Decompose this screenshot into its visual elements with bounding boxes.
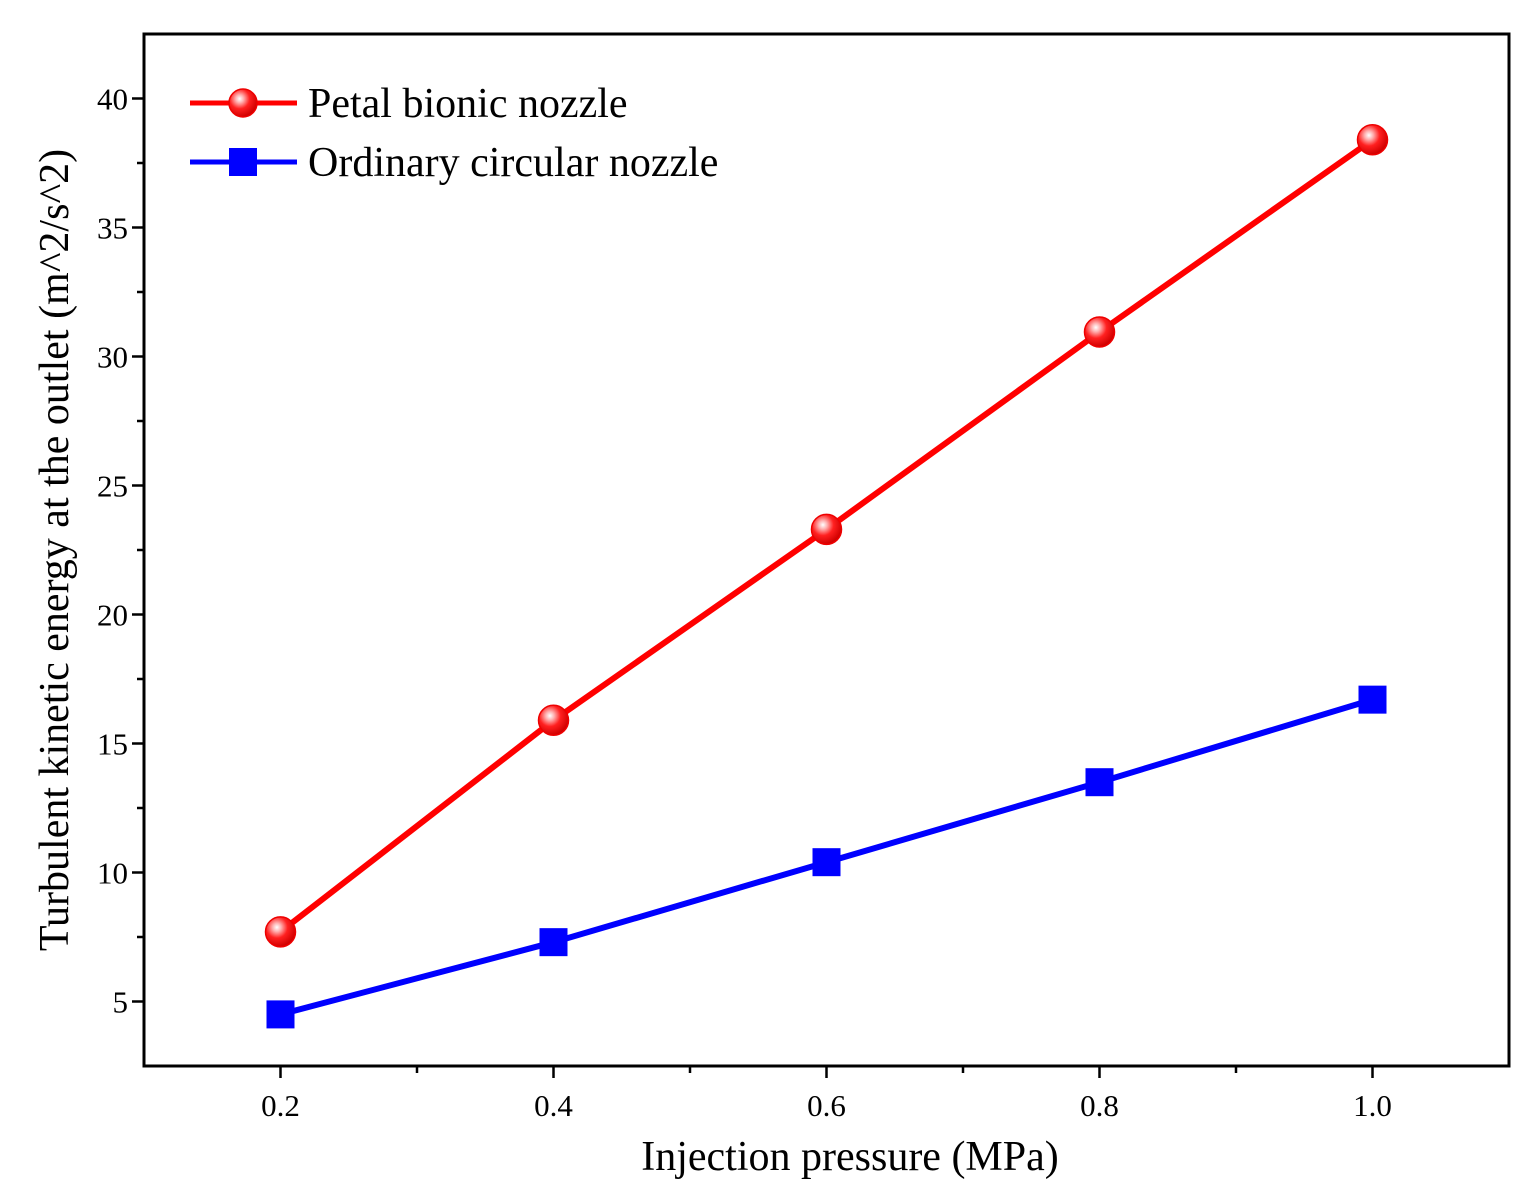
y-tick-label: 15 [97,727,128,762]
y-axis-tick-labels: 5 10 15 20 25 30 35 40 [97,82,128,1020]
x-axis-title: Injection pressure (MPa) [641,1134,1059,1180]
data-point-square [539,928,568,957]
x-tick-label: 0.4 [534,1088,573,1123]
data-point-circle [264,916,297,948]
legend-marker-circle [228,88,258,118]
x-tick-label: 0.8 [1080,1088,1119,1123]
x-axis-ticks [279,1066,1374,1078]
data-point-square [1085,768,1114,797]
legend-marker-square [229,148,257,176]
data-point-square [812,848,841,877]
y-tick-label: 40 [97,82,128,117]
x-axis-tick-labels: 0.2 0.4 0.6 0.8 1.0 [261,1088,1392,1123]
y-tick-label: 5 [113,985,129,1020]
data-point-circle [1083,316,1116,348]
x-tick-label: 0.2 [261,1088,300,1123]
legend: Petal bionic nozzle Ordinary circular no… [190,81,718,186]
x-tick-label: 0.6 [807,1088,846,1123]
y-tick-label: 35 [97,211,128,246]
y-axis-title: Turbulent kinetic energy at the outlet (… [32,149,78,951]
data-point-square [1358,685,1387,714]
x-tick-label: 1.0 [1353,1088,1392,1123]
data-point-circle [1356,124,1389,156]
y-tick-label: 20 [97,598,128,633]
y-tick-label: 25 [97,469,128,504]
data-point-square [266,1000,295,1029]
legend-label-petal: Petal bionic nozzle [308,81,628,127]
legend-label-ordinary: Ordinary circular nozzle [308,140,718,186]
data-point-circle [810,513,843,546]
data-point-circle [537,704,570,737]
y-tick-label: 30 [97,340,128,375]
y-tick-label: 10 [97,856,128,891]
y-axis-ticks [132,97,144,1003]
series-layer [264,124,1389,1029]
